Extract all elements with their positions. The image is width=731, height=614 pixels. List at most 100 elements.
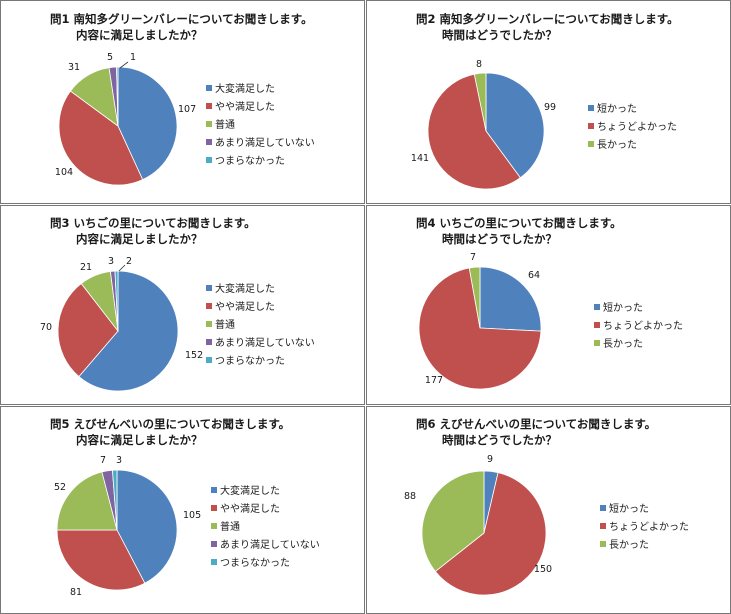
data-label: 70 <box>40 322 52 333</box>
legend-label: 長かった <box>603 338 643 350</box>
data-label: 21 <box>80 262 92 273</box>
chart-subtitle: 時間はどうでしたか？ <box>442 28 557 42</box>
legend-label: あまり満足していない <box>215 337 315 349</box>
legend-swatch <box>206 321 212 327</box>
legend-label: 大変満足した <box>215 82 275 95</box>
chart-subtitle: 時間はどうでしたか？ <box>442 232 557 246</box>
pie-slice-やや満足した <box>57 282 119 378</box>
legend-label: 短かった <box>609 502 649 515</box>
chart-border <box>366 0 731 204</box>
data-label: 1 <box>130 52 136 63</box>
chart-border <box>0 0 365 204</box>
legend-swatch <box>600 523 606 529</box>
data-label: 31 <box>68 62 80 73</box>
legend-swatch <box>594 304 600 310</box>
legend-swatch <box>211 505 217 511</box>
legend-label: 大変満足した <box>215 282 275 295</box>
chart-panel-6: 問6 えびせんべいの里についてお聞きします。時間はどうでしたか？ 9 150 88 短か… <box>366 406 731 614</box>
legend-swatch <box>206 357 212 363</box>
legend-label: ちょうどよかった <box>609 521 689 533</box>
legend-swatch <box>600 505 606 511</box>
chart-border <box>0 205 365 405</box>
pie-chart-4: 問4 いちごの里についてお聞きします。時間はどうでしたか？ 64 177 7 短かったち… <box>366 205 731 405</box>
legend-swatch <box>211 487 217 493</box>
pie-slice-長かった <box>473 72 487 132</box>
data-label: 88 <box>404 491 416 502</box>
data-label: 152 <box>185 350 203 361</box>
data-label: 177 <box>425 375 443 386</box>
pie-slice-大変満足した <box>78 270 179 392</box>
pie-slice-ちょうどよかった <box>418 267 542 390</box>
chart-panel-2: 問2 南知多グリーンバレーについてお聞きします。時間はどうでしたか？ 99 141 8… <box>366 0 731 204</box>
legend-label: あまり満足していない <box>220 539 320 551</box>
data-label: 8 <box>476 59 482 70</box>
data-label: 5 <box>107 52 113 63</box>
legend-swatch <box>206 121 212 127</box>
chart-title: 問1 南知多グリーンバレーについてお聞きします。 <box>50 12 313 26</box>
chart-title: 問2 南知多グリーンバレーについてお聞きします。 <box>416 12 679 26</box>
legend-label: ちょうどよかった <box>603 320 683 332</box>
legend-swatch <box>206 103 212 109</box>
data-label: 141 <box>411 153 429 164</box>
pie-slice-長かった <box>421 470 485 572</box>
legend-swatch <box>588 141 594 147</box>
chart-panel-4: 問4 いちごの里についてお聞きします。時間はどうでしたか？ 64 177 7 短かったち… <box>366 205 731 405</box>
legend-label: 長かった <box>597 139 637 151</box>
legend-swatch <box>211 523 217 529</box>
legend-swatch <box>594 322 600 328</box>
legend-label: 大変満足した <box>220 484 280 497</box>
leader-line <box>118 264 126 272</box>
legend-swatch <box>588 123 594 129</box>
leader-line <box>119 61 129 69</box>
legend-swatch <box>594 340 600 346</box>
pie-slice-大変満足した <box>117 66 178 181</box>
pie-chart-5: 問5 えびせんべいの里についてお聞きします。内容に満足しましたか？ 105 81 52… <box>0 406 365 614</box>
chart-subtitle: 内容に満足しましたか？ <box>76 232 203 246</box>
pie-slice-ちょうどよかった <box>434 472 547 596</box>
pie-slice-普通 <box>56 471 118 531</box>
data-label: 105 <box>183 510 201 521</box>
chart-title: 問6 えびせんべいの里についてお聞きします。 <box>416 417 656 431</box>
pie-slice-つまらなかった <box>112 469 118 531</box>
chart-subtitle: 時間はどうでしたか？ <box>442 433 557 447</box>
legend-swatch <box>206 285 212 291</box>
pie-slice-やや満足した <box>56 529 146 591</box>
data-label: 2 <box>126 256 132 267</box>
legend-label: つまらなかった <box>215 155 285 167</box>
data-label: 104 <box>55 167 73 178</box>
legend-label: あまり満足していない <box>215 137 315 149</box>
data-label: 9 <box>487 454 493 465</box>
legend-label: 普通 <box>220 520 240 533</box>
data-label: 150 <box>534 564 552 575</box>
data-label: 3 <box>108 256 114 267</box>
legend-label: 普通 <box>215 318 235 331</box>
data-label: 7 <box>100 455 106 466</box>
chart-subtitle: 内容に満足しましたか？ <box>76 433 203 447</box>
legend-label: ちょうどよかった <box>597 121 677 133</box>
data-label: 107 <box>178 104 196 115</box>
legend-label: つまらなかった <box>215 355 285 367</box>
legend-swatch <box>206 85 212 91</box>
chart-title: 問5 えびせんべいの里についてお聞きします。 <box>50 417 290 431</box>
data-label: 99 <box>544 102 556 113</box>
legend-label: やや満足した <box>220 503 280 515</box>
legend-swatch <box>206 157 212 163</box>
pie-slice-短かった <box>485 72 545 179</box>
pie-chart-1: 問1 南知多グリーンバレーについてお聞きします。内容に満足しましたか？ 107 10… <box>0 0 365 204</box>
chart-panel-1: 問1 南知多グリーンバレーについてお聞きします。 内容に満足しましたか？ 107 10… <box>0 0 365 204</box>
pie-slice-大変満足した <box>116 469 178 584</box>
legend-label: 普通 <box>215 118 235 131</box>
legend-label: 短かった <box>603 301 643 314</box>
pie-chart-2: 問2 南知多グリーンバレーについてお聞きします。時間はどうでしたか？ 99 141 8… <box>366 0 731 204</box>
legend-swatch <box>600 541 606 547</box>
data-label: 7 <box>470 252 476 263</box>
legend-swatch <box>206 139 212 145</box>
legend-label: 短かった <box>597 102 637 115</box>
pie-slice-つまらなかった <box>114 270 119 332</box>
pie-slice-やや満足した <box>58 90 144 186</box>
chart-title: 問4 いちごの里についてお聞きします。 <box>416 216 622 230</box>
legend-swatch <box>211 541 217 547</box>
data-label: 64 <box>528 270 540 281</box>
legend-label: 長かった <box>609 539 649 551</box>
